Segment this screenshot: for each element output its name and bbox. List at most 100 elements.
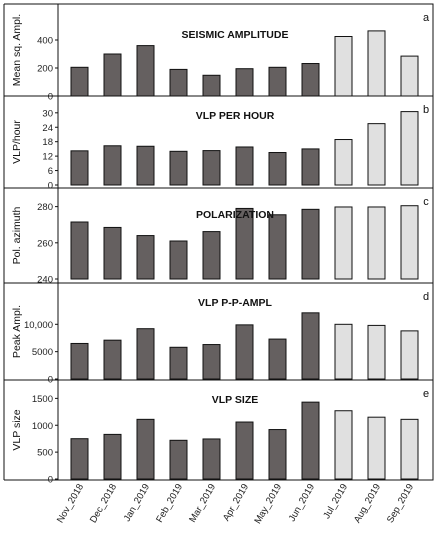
panel-a: 0 200 400 Mean sq. Ampl. SEISMIC AMPLITUDE a: [4, 3, 434, 103]
bar-apr-2019: [235, 146, 254, 186]
panel-letter: e: [423, 388, 429, 400]
panel-title: POLARIZATION: [196, 209, 274, 221]
panel-letter: a: [423, 12, 430, 24]
panel-e: 0 500 1000 1500 VLP size VLP SIZE e Nov_2018 Dec…: [4, 379, 434, 526]
y-tick-label: 400: [37, 36, 53, 47]
y-axis-label: Peak Ampl.: [11, 305, 23, 358]
bar-may-2019: [268, 66, 287, 97]
y-tick-label: 1000: [32, 421, 53, 432]
x-tick-label: Feb_2019: [154, 482, 185, 525]
bar-dec-2018: [103, 433, 122, 480]
y-tick-label: 24: [42, 123, 53, 134]
y-tick-label: 260: [37, 238, 53, 249]
panel-b: 0 6 12 18 24 30 VLP/hour VLP PER HOUR b: [4, 95, 434, 192]
bar-sep-2019: [400, 205, 419, 280]
y-tick-label: 10,000: [24, 320, 53, 331]
bar-aug-2019: [367, 30, 386, 97]
x-tick-label: Dec_2018: [88, 482, 119, 525]
y-tick-label: 280: [37, 202, 53, 213]
bar-jan-2019: [136, 328, 155, 380]
bar-apr-2019: [235, 421, 254, 480]
bar-sep-2019: [400, 111, 419, 186]
y-tick-label: 500: [37, 448, 53, 459]
y-axis-label: Pol. azimuth: [11, 206, 23, 264]
x-tick-label: Apr_2019: [221, 482, 251, 523]
bar-jul-2019: [334, 206, 353, 280]
bar-nov-2018: [70, 221, 89, 280]
bar-sep-2019: [400, 418, 419, 480]
bar-aug-2019: [367, 123, 386, 186]
y-tick-label: 6: [48, 166, 53, 177]
y-tick-label: 5000: [32, 347, 53, 358]
bar-jul-2019: [334, 410, 353, 480]
bar-sep-2019: [400, 55, 419, 97]
x-tick-label: Jun_2019: [287, 482, 317, 524]
y-tick-label: 0: [48, 475, 53, 486]
bar-aug-2019: [367, 206, 386, 280]
y-axis-label: VLP size: [11, 409, 23, 450]
bar-jun-2019: [301, 208, 320, 280]
bar-nov-2018: [70, 342, 89, 380]
bar-jul-2019: [334, 36, 353, 97]
panel-title: SEISMIC AMPLITUDE: [182, 29, 289, 41]
bar-dec-2018: [103, 145, 122, 186]
bar-jan-2019: [136, 235, 155, 280]
bar-dec-2018: [103, 53, 122, 97]
bar-mar-2019: [202, 438, 221, 480]
bar-mar-2019: [202, 74, 221, 97]
bar-sep-2019: [400, 330, 419, 380]
y-axis-label: VLP/hour: [11, 120, 23, 164]
bar-nov-2018: [70, 150, 89, 186]
bar-jul-2019: [334, 139, 353, 186]
bar-may-2019: [268, 429, 287, 480]
bar-may-2019: [268, 152, 287, 186]
bar-aug-2019: [367, 416, 386, 480]
panel-title: VLP P-P-AMPL: [198, 297, 272, 309]
y-tick-label: 240: [37, 275, 53, 286]
y-tick-label: 0: [48, 181, 53, 192]
x-tick-label: Mar_2019: [187, 482, 218, 525]
x-tick-label: May_2019: [252, 482, 284, 526]
y-tick-label: 200: [37, 64, 53, 75]
y-tick-label: 0: [48, 92, 53, 103]
bar-nov-2018: [70, 438, 89, 480]
bar-mar-2019: [202, 344, 221, 380]
panel-frame: [57, 379, 434, 481]
x-tick-label: Jan_2019: [122, 482, 152, 524]
bar-feb-2019: [169, 346, 188, 380]
bar-jan-2019: [136, 45, 155, 97]
bar-jan-2019: [136, 418, 155, 480]
x-tick-label: Sep_2019: [385, 482, 416, 525]
x-tick-label: Nov_2018: [55, 482, 86, 525]
y-tick-label: 30: [42, 108, 53, 119]
bar-may-2019: [268, 338, 287, 380]
panel-title: VLP PER HOUR: [196, 110, 275, 122]
bar-jun-2019: [301, 401, 320, 480]
panel-c: 240 260 280 Pol. azimuth POLARIZATION c: [4, 187, 434, 286]
bar-aug-2019: [367, 324, 386, 380]
y-tick-label: 12: [42, 152, 53, 163]
bar-feb-2019: [169, 240, 188, 280]
bar-dec-2018: [103, 226, 122, 280]
x-tick-label: Aug_2019: [352, 482, 383, 525]
bar-mar-2019: [202, 231, 221, 280]
y-tick-label: 1500: [32, 394, 53, 405]
bar-mar-2019: [202, 150, 221, 186]
bar-nov-2018: [70, 66, 89, 97]
bar-may-2019: [268, 214, 287, 280]
bar-apr-2019: [235, 207, 254, 280]
panel-title: VLP SIZE: [212, 394, 259, 406]
bar-jul-2019: [334, 323, 353, 380]
panel-letter: d: [423, 291, 429, 303]
bar-apr-2019: [235, 68, 254, 97]
bar-jun-2019: [301, 63, 320, 97]
bar-jun-2019: [301, 312, 320, 380]
bar-jan-2019: [136, 145, 155, 186]
bar-apr-2019: [235, 324, 254, 380]
x-tick-label: Jul_2019: [321, 482, 350, 521]
bar-feb-2019: [169, 150, 188, 186]
bar-dec-2018: [103, 339, 122, 380]
panel-letter: b: [423, 104, 429, 116]
